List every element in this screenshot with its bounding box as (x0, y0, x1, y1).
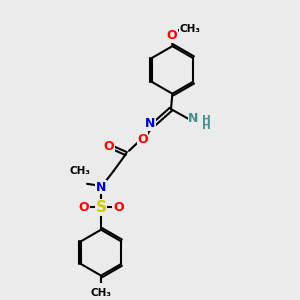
Text: CH₃: CH₃ (70, 166, 91, 176)
Text: N: N (145, 117, 155, 130)
Text: S: S (95, 200, 106, 215)
Text: CH₃: CH₃ (180, 24, 201, 34)
Text: H: H (202, 121, 211, 131)
Text: O: O (78, 201, 89, 214)
Text: O: O (137, 133, 148, 146)
Text: N: N (188, 112, 199, 125)
Text: O: O (113, 201, 124, 214)
Text: CH₃: CH₃ (91, 288, 112, 298)
Text: O: O (103, 140, 114, 153)
Text: N: N (96, 181, 106, 194)
Text: O: O (167, 29, 177, 42)
Text: H: H (202, 115, 211, 125)
